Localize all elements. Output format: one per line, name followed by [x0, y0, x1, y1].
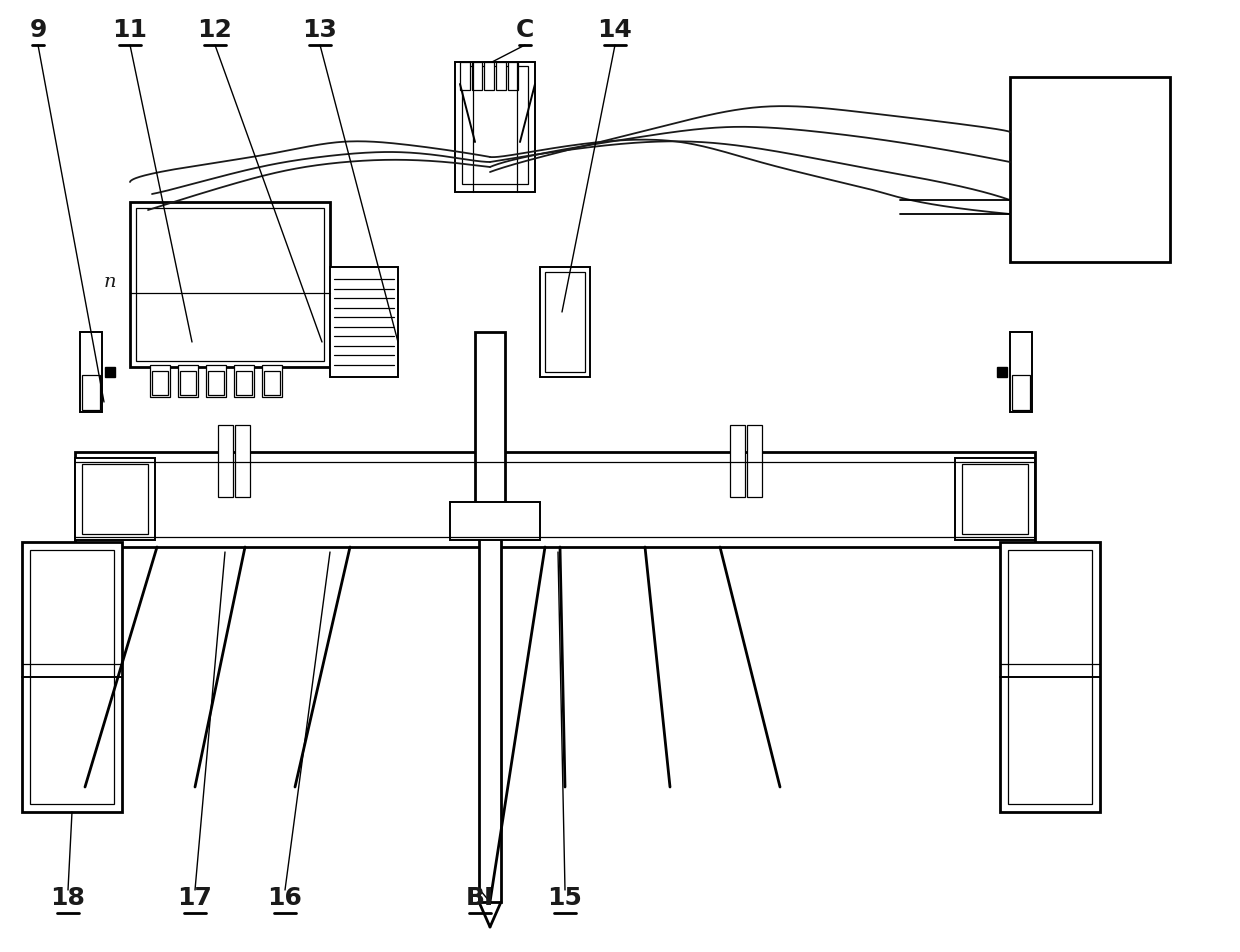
Bar — [539, 267, 590, 377]
Text: 18: 18 — [51, 886, 86, 910]
Bar — [463, 66, 528, 184]
Bar — [330, 267, 398, 377]
Bar — [236, 425, 250, 497]
Bar — [450, 502, 539, 540]
Bar — [74, 458, 155, 540]
Bar — [236, 371, 252, 395]
Bar — [30, 550, 114, 804]
Bar — [460, 62, 470, 90]
Text: n: n — [104, 273, 117, 291]
Text: 15: 15 — [548, 886, 583, 910]
Bar — [22, 542, 122, 812]
Text: BI: BI — [466, 886, 494, 910]
Bar — [455, 62, 534, 192]
Bar — [82, 375, 100, 410]
Bar — [136, 208, 324, 361]
Bar — [479, 537, 501, 902]
Bar — [1011, 332, 1032, 412]
Bar — [746, 425, 763, 497]
Bar — [1011, 77, 1171, 262]
Bar — [496, 62, 506, 90]
Text: 17: 17 — [177, 886, 212, 910]
Bar — [508, 62, 518, 90]
Text: 16: 16 — [268, 886, 303, 910]
Bar — [218, 425, 233, 497]
Bar — [150, 365, 170, 397]
Bar — [153, 371, 167, 395]
Bar — [262, 365, 281, 397]
Bar — [130, 202, 330, 367]
Bar — [546, 272, 585, 372]
Text: 14: 14 — [598, 18, 632, 42]
Text: 12: 12 — [197, 18, 232, 42]
Bar — [955, 458, 1035, 540]
Bar — [179, 365, 198, 397]
Bar — [472, 62, 482, 90]
Text: 11: 11 — [113, 18, 148, 42]
Text: 9: 9 — [30, 18, 47, 42]
Bar — [1012, 375, 1030, 410]
Bar — [484, 62, 494, 90]
Bar — [180, 371, 196, 395]
Bar — [74, 452, 1035, 547]
Bar — [81, 332, 102, 412]
Bar — [999, 542, 1100, 812]
Bar — [208, 371, 224, 395]
Bar — [730, 425, 745, 497]
Text: C: C — [516, 18, 534, 42]
Bar — [1008, 550, 1092, 804]
Bar — [264, 371, 280, 395]
Bar — [234, 365, 254, 397]
Bar — [962, 464, 1028, 534]
Bar — [206, 365, 226, 397]
Bar — [82, 464, 148, 534]
Text: 13: 13 — [303, 18, 337, 42]
Bar — [475, 332, 505, 537]
